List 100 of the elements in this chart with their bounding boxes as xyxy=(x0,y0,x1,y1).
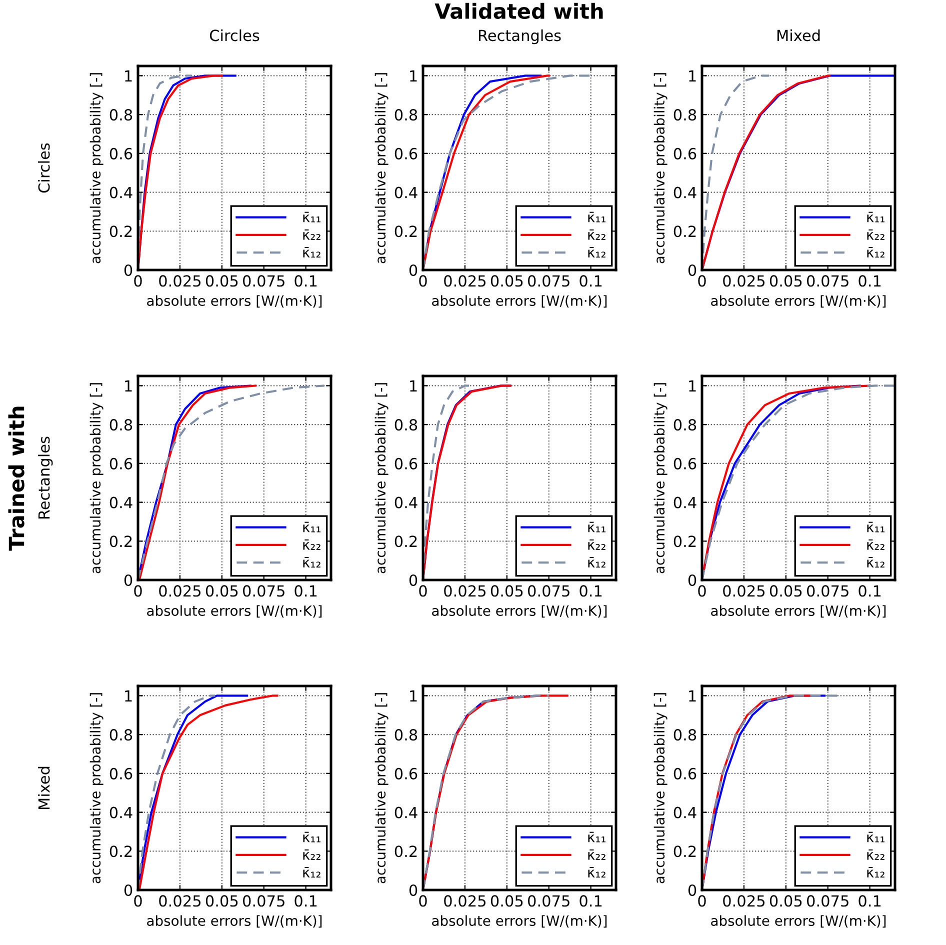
y-tick-label: 0.6 xyxy=(394,458,418,470)
y-tick-label: 0.2 xyxy=(394,536,417,548)
chart-title: Circles xyxy=(210,29,260,42)
x-tick-label: 0.05 xyxy=(206,895,238,907)
x-tick-label: 0.025 xyxy=(159,895,200,907)
y-axis-title: accumulative probability [-] xyxy=(654,693,668,884)
x-axis-title: absolute errors [W/(m·K)] xyxy=(432,295,607,308)
x-tick-label: 0 xyxy=(698,275,706,287)
x-tick-label: 0.1 xyxy=(858,585,881,597)
y-axis-title: accumulative probability [-] xyxy=(90,693,104,884)
legend-label: κ̄₂₂ xyxy=(303,229,320,240)
legend-label: κ̄₂₂ xyxy=(588,229,606,240)
x-tick-label: 0.025 xyxy=(723,895,764,907)
y-tick-label: 0.6 xyxy=(674,768,696,780)
x-tick-label: 0.05 xyxy=(206,275,238,287)
x-tick-label: 0.05 xyxy=(206,585,238,597)
chart-title: Mixed xyxy=(777,29,820,42)
legend-label: κ̄₁₁ xyxy=(867,522,885,532)
y-tick-label: 1 xyxy=(125,70,132,82)
y-tick-label: 0 xyxy=(409,884,418,896)
y-tick-label: 0.4 xyxy=(394,186,418,198)
legend-label: κ̄₂₂ xyxy=(303,849,320,860)
y-tick-label: 0.4 xyxy=(674,806,696,818)
x-tick-label: 0.025 xyxy=(444,275,486,287)
y-tick-label: 1 xyxy=(689,690,696,702)
text: Validated with xyxy=(434,2,603,20)
y-tick-label: 0.4 xyxy=(674,496,696,508)
x-tick-label: 0.05 xyxy=(490,585,523,597)
legend-label: κ̄₂₂ xyxy=(588,849,606,860)
x-tick-label: 0.05 xyxy=(770,585,802,597)
y-tick-label: 0.6 xyxy=(110,768,132,780)
text: Rectangles xyxy=(38,436,53,519)
x-axis-title: absolute errors [W/(m·K)] xyxy=(432,605,607,618)
x-tick-label: 0.025 xyxy=(159,275,200,287)
legend-label: κ̄₁₁ xyxy=(588,212,606,222)
legend-label: κ̄₁₁ xyxy=(867,832,885,842)
line-series xyxy=(138,384,326,580)
y-tick-label: 0 xyxy=(124,264,132,276)
y-tick-label: 0.8 xyxy=(394,729,418,741)
y-tick-label: 0.6 xyxy=(110,148,132,160)
x-tick-label: 0 xyxy=(419,895,427,907)
legend-label: κ̄₁₁ xyxy=(303,832,321,842)
legend-label: κ̄₁₂ xyxy=(303,557,320,568)
legend-label: κ̄₂₂ xyxy=(303,539,320,550)
x-tick-label: 0.1 xyxy=(580,585,602,597)
x-tick-label: 0 xyxy=(134,275,142,287)
legend-label: κ̄₁₂ xyxy=(303,247,320,258)
legend-label: κ̄₁₁ xyxy=(588,522,606,532)
y-tick-label: 0.2 xyxy=(674,846,696,858)
y-tick-label: 0.8 xyxy=(674,729,696,741)
x-tick-label: 0.05 xyxy=(490,275,523,287)
legend-label: κ̄₁₂ xyxy=(303,867,320,878)
y-tick-label: 0.2 xyxy=(394,226,417,238)
x-tick-label: 0.05 xyxy=(770,895,802,907)
text: Circles xyxy=(38,143,50,193)
y-tick-label: 0.8 xyxy=(674,109,696,121)
y-tick-label: 0.2 xyxy=(394,846,417,858)
y-tick-label: 0.8 xyxy=(674,419,696,431)
y-tick-label: 0.4 xyxy=(674,186,696,198)
x-tick-label: 0.075 xyxy=(528,585,570,597)
legend-label: κ̄₁₂ xyxy=(867,247,884,258)
y-axis-title: accumulative probability [-] xyxy=(374,383,388,574)
x-tick-label: 0 xyxy=(419,275,427,287)
y-axis-title: accumulative probability [-] xyxy=(654,73,668,264)
x-axis-title: absolute errors [W/(m·K)] xyxy=(147,915,322,928)
legend-label: κ̄₁₂ xyxy=(588,867,606,878)
text: Mixed xyxy=(38,766,50,810)
legend-label: κ̄₂₂ xyxy=(588,539,606,550)
line-series xyxy=(702,74,831,270)
x-tick-label: 0.025 xyxy=(444,585,486,597)
y-tick-label: 0.6 xyxy=(394,768,418,780)
y-tick-label: 0.2 xyxy=(110,536,132,548)
y-tick-label: 0 xyxy=(688,574,696,586)
x-tick-label: 0.075 xyxy=(528,275,570,287)
legend-label: κ̄₁₁ xyxy=(303,212,321,222)
x-tick-label: 0.025 xyxy=(159,585,200,597)
y-tick-label: 0.4 xyxy=(394,496,418,508)
legend-label: κ̄₁₂ xyxy=(867,867,884,878)
x-tick-label: 0.025 xyxy=(723,275,764,287)
x-tick-label: 0.1 xyxy=(294,585,317,597)
y-tick-label: 1 xyxy=(125,690,132,702)
y-tick-label: 0.2 xyxy=(674,226,696,238)
y-tick-label: 0 xyxy=(124,574,132,586)
y-tick-label: 1 xyxy=(410,380,417,392)
x-axis-title: absolute errors [W/(m·K)] xyxy=(147,605,322,618)
y-tick-label: 0.2 xyxy=(110,846,132,858)
y-tick-label: 0.4 xyxy=(110,496,132,508)
y-tick-label: 0.6 xyxy=(110,458,132,470)
legend-label: κ̄₁₁ xyxy=(588,832,606,842)
x-axis-title: absolute errors [W/(m·K)] xyxy=(147,295,322,308)
x-tick-label: 0.075 xyxy=(243,895,284,907)
y-tick-label: 0.8 xyxy=(394,109,418,121)
y-tick-label: 0.4 xyxy=(110,186,132,198)
x-tick-label: 0 xyxy=(419,585,427,597)
x-tick-label: 0.025 xyxy=(723,585,764,597)
y-tick-label: 1 xyxy=(125,380,132,392)
y-tick-label: 0.2 xyxy=(674,536,696,548)
x-tick-label: 0.075 xyxy=(243,275,284,287)
x-tick-label: 0.075 xyxy=(243,585,284,597)
line-series xyxy=(138,694,278,890)
